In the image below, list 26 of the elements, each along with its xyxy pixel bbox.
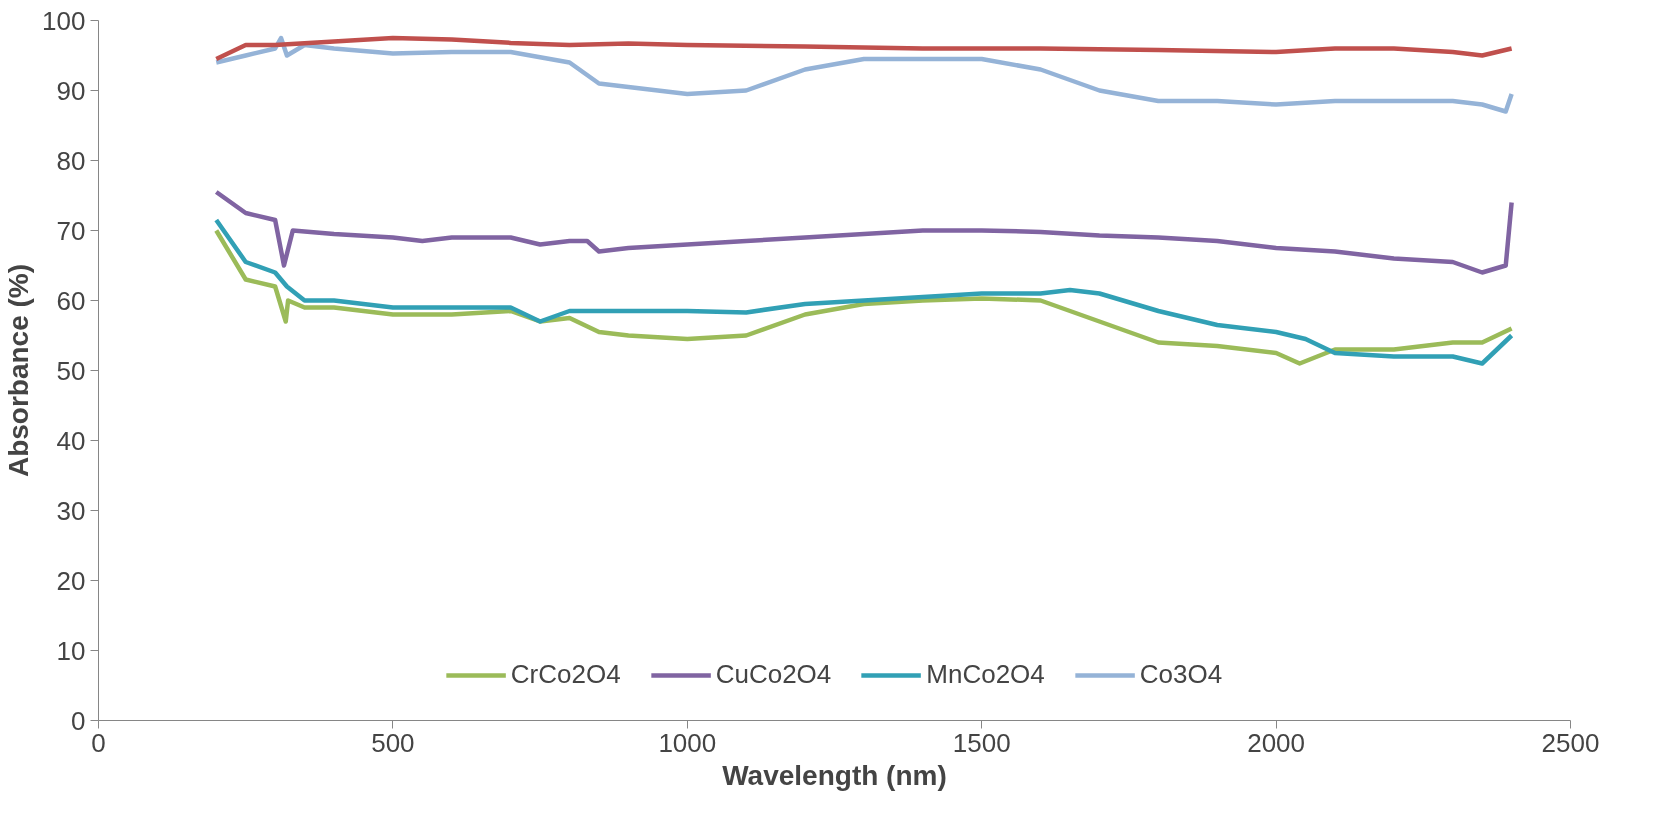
x-tick-label: 0 (91, 727, 106, 758)
x-tick-label: 1500 (952, 727, 1011, 758)
y-tick-label: 20 (56, 565, 86, 596)
x-tick-label: 2500 (1541, 727, 1600, 758)
x-tick-label: 2000 (1247, 727, 1306, 758)
legend-label: CuCo2O4 (715, 659, 832, 690)
y-tick-label: 100 (42, 5, 86, 36)
y-tick-label: 80 (56, 145, 86, 176)
legend-label: MnCo2O4 (926, 659, 1045, 690)
y-tick-label: 90 (56, 75, 86, 106)
y-axis-title: Absorbance (%) (3, 263, 35, 478)
x-tick-label: 500 (371, 727, 415, 758)
y-tick-label: 50 (56, 355, 86, 386)
y-tick-label: 40 (56, 425, 86, 456)
x-axis-title: Wavelength (nm) (722, 759, 947, 791)
y-tick-label: 10 (56, 635, 86, 666)
y-tick-label: 60 (56, 285, 86, 316)
line-series (214, 35, 1514, 62)
legend-label: CrCo2O4 (510, 659, 621, 690)
y-tick-label: 30 (56, 495, 86, 526)
legend-label: Co3O4 (1139, 659, 1223, 690)
x-tick-label: 1000 (658, 727, 717, 758)
y-tick-label: 70 (56, 215, 86, 246)
line-series (214, 189, 1514, 275)
line-series (214, 35, 1514, 114)
y-tick-label: 0 (71, 705, 86, 736)
